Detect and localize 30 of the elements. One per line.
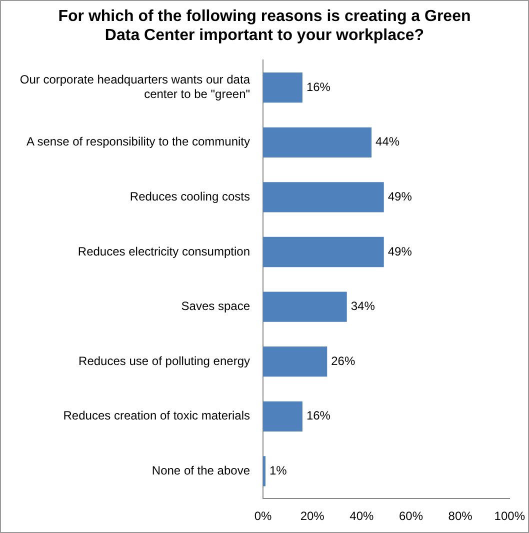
bar — [263, 182, 384, 212]
y-tick-label: Reduces use of polluting energy — [78, 354, 250, 368]
data-label: 16% — [306, 80, 331, 94]
x-tick-label: 80% — [448, 509, 473, 524]
x-tick-label: 60% — [398, 509, 424, 524]
data-label: 44% — [376, 134, 400, 149]
y-tick-label: A sense of responsibility to the community — [26, 134, 250, 149]
data-label: 16% — [306, 408, 331, 423]
bar — [263, 346, 328, 377]
bar — [263, 401, 302, 432]
bar — [263, 292, 347, 322]
data-label: 1% — [269, 464, 288, 478]
x-tick-label: 20% — [300, 509, 325, 524]
bar — [263, 236, 384, 268]
y-tick-label: Reduces creation of toxic materials — [63, 408, 250, 423]
y-tick-label: None of the above — [152, 464, 250, 478]
bar — [263, 127, 372, 158]
x-tick-label: 100% — [494, 509, 526, 524]
chart-title: For which of the following reasons is creating a Green Data Center important to your workplace? — [57, 7, 472, 45]
data-label: 49% — [388, 190, 412, 204]
data-label: 49% — [388, 244, 412, 258]
x-tick-label: 40% — [350, 509, 374, 524]
y-tick-label: Our corporate headquarters wants our data center to be "green" — [20, 72, 250, 102]
data-label: 26% — [331, 354, 356, 368]
y-tick-label: Saves space — [181, 299, 250, 314]
bar — [263, 72, 302, 103]
x-tick-label: 0% — [254, 509, 272, 524]
y-tick-label: Reduces electricity consumption — [78, 244, 250, 258]
data-label: 34% — [350, 299, 376, 314]
y-tick-label: Reduces cooling costs — [130, 190, 250, 204]
